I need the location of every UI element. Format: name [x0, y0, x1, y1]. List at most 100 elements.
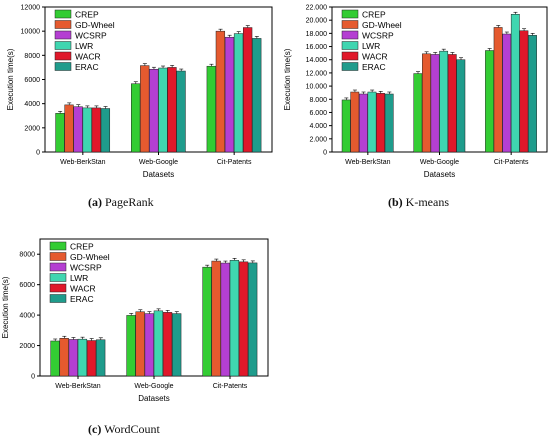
bar — [206, 65, 216, 153]
x-tick-label: Web-Google — [134, 383, 173, 390]
bar — [238, 261, 249, 377]
y-tick-label: 4000 — [19, 313, 35, 320]
bar — [502, 33, 512, 153]
legend-label: CREP — [70, 242, 94, 252]
bar — [167, 67, 177, 153]
bar — [86, 340, 97, 377]
bar — [510, 14, 520, 153]
legend-label: ERAC — [70, 294, 94, 304]
legend-swatch — [54, 41, 72, 50]
legend-swatch — [49, 262, 67, 272]
legend-swatch — [54, 62, 72, 71]
legend-swatch — [341, 9, 359, 19]
bar — [50, 340, 60, 377]
legend-label: LWR — [70, 273, 88, 283]
y-tick-label: 0 — [323, 150, 327, 157]
y-tick-label: 18.000 — [306, 31, 328, 38]
bar — [220, 262, 230, 377]
chart-wordcount: 0 2000 4000 6000 8000 Execution time(s) Web-Be… — [0, 226, 275, 440]
chart-svg: 0 2.000 4.000 6.000 8.000 10.000 12.000 14.000 1… — [283, 5, 548, 179]
y-axis-label: Execution time(s) — [1, 276, 10, 338]
y-tick-label: 12.000 — [306, 70, 328, 77]
legend-swatch — [341, 51, 359, 61]
y-tick-label: 4000 — [24, 101, 40, 108]
bar — [413, 73, 423, 153]
bar — [215, 30, 226, 153]
y-tick-label: 0 — [31, 374, 35, 381]
caption-letter: (c) — [88, 422, 102, 436]
legend-swatch — [49, 252, 67, 261]
bar — [247, 262, 258, 377]
bar — [202, 266, 212, 377]
legend-label: WACR — [362, 52, 388, 62]
x-tick-label: Web-BerkStan — [55, 383, 100, 390]
y-axis-label: Execution time(s) — [6, 48, 15, 110]
legend-label: WCSRP — [75, 31, 107, 41]
x-tick-label: Cit-Patents — [494, 159, 529, 166]
bar — [176, 70, 186, 153]
bar — [91, 107, 101, 153]
legend-label: GD-Wheel — [75, 20, 115, 30]
bar — [447, 54, 457, 153]
legend-swatch — [54, 30, 72, 40]
bar — [211, 260, 221, 377]
caption-kmeans: (b) K-means — [388, 195, 449, 210]
bar — [68, 339, 78, 377]
y-tick-label: 16.000 — [306, 44, 328, 51]
x-tick-label: Web-BerkStan — [345, 159, 390, 166]
y-tick-label: 8000 — [24, 53, 40, 60]
bar — [384, 93, 394, 153]
x-axis-label: Datasets — [143, 170, 175, 179]
bar — [439, 50, 449, 153]
bar — [519, 30, 529, 153]
bar — [59, 337, 69, 377]
chart-kmeans: 0 2.000 4.000 6.000 8.000 10.000 12.000 14.000 1… — [278, 0, 550, 215]
y-tick-label: 0 — [36, 150, 40, 157]
x-tick-label: Cit-Patents — [217, 159, 252, 166]
x-tick-label: Web-BerkStan — [60, 159, 105, 166]
bar — [149, 68, 159, 153]
caption-letter: (b) — [388, 195, 403, 209]
legend-label: ERAC — [362, 62, 386, 72]
bar — [242, 27, 253, 153]
caption-wordcount: (c) WordCount — [88, 422, 160, 437]
y-tick-label: 6000 — [24, 77, 40, 84]
legend-label: CREP — [75, 10, 99, 20]
bar — [158, 67, 168, 153]
bar — [350, 91, 360, 153]
y-tick-label: 8000 — [19, 252, 35, 259]
caption-text: K-means — [405, 195, 449, 209]
bar — [73, 106, 83, 153]
bar — [367, 91, 377, 153]
bar — [229, 260, 240, 377]
legend-swatch — [341, 30, 359, 40]
bar — [422, 53, 431, 153]
y-tick-label: 6000 — [19, 282, 35, 289]
bar — [171, 313, 182, 377]
bar — [376, 93, 385, 153]
x-axis-label: Datasets — [138, 394, 170, 403]
bar — [140, 65, 150, 153]
legend-swatch — [341, 62, 359, 71]
y-tick-label: 6.000 — [309, 110, 327, 117]
bar — [95, 339, 106, 377]
bar — [224, 36, 235, 153]
legend-swatch — [49, 283, 67, 293]
legend-label: LWR — [75, 41, 93, 51]
y-tick-label: 10000 — [21, 29, 41, 36]
legend-label: WACR — [70, 284, 96, 294]
legend-swatch — [54, 9, 72, 19]
bar — [100, 108, 111, 153]
bar — [528, 35, 537, 153]
legend-swatch — [54, 20, 72, 29]
legend-label: GD-Wheel — [362, 20, 402, 30]
x-tick-label: Cit-Patents — [213, 383, 248, 390]
y-tick-label: 12000 — [21, 5, 41, 12]
chart-svg: 0 2000 4000 6000 8000 10000 12000 Execution tim… — [6, 5, 273, 179]
legend-label: ERAC — [75, 62, 99, 72]
caption-letter: (a) — [88, 195, 102, 209]
legend-swatch — [341, 20, 359, 29]
legend-swatch — [49, 241, 67, 251]
bar — [456, 59, 466, 153]
bar — [82, 107, 92, 153]
